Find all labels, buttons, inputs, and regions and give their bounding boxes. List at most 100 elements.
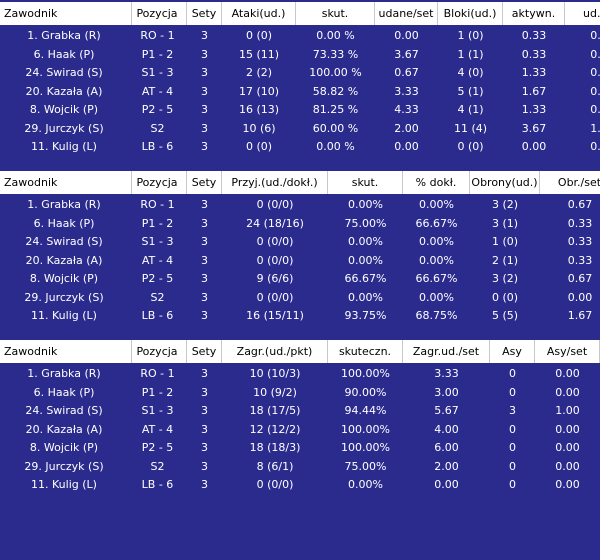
stat-cell: 0.00% (348, 290, 383, 304)
player-name: 11. Kulig (L) (31, 478, 97, 491)
stat-cell: 66.67% (415, 216, 458, 230)
column-header[interactable]: aktywn. (503, 2, 565, 25)
table-header (0, 2, 600, 25)
stat-cell: 100.00% (341, 441, 390, 454)
stat-cell: 66.67% (344, 272, 387, 285)
stat-cell: 5 (1) (457, 84, 484, 98)
stat-cell: 100.00% (341, 422, 390, 436)
player-name: 1. Grabka (R) (27, 29, 101, 42)
stat-cell: 0.00 (590, 29, 600, 42)
stat-cell: 24 (18/16) (246, 216, 304, 230)
stat-cell: 0.00 (555, 478, 580, 491)
stat-cell: 16 (13) (238, 103, 280, 116)
stat-cell: 0.00% (419, 235, 454, 248)
player-name: 20. Kazała (A) (25, 422, 103, 436)
player-name: 29. Jurczyk (S) (24, 121, 104, 135)
stat-cell: 0 (509, 422, 516, 436)
player-name: 24. Swirad (S) (25, 66, 103, 79)
column-header[interactable]: Obrony(ud.) (470, 171, 540, 194)
column-header[interactable]: ud./set (565, 2, 600, 25)
column-header[interactable]: Zagr.(ud./pkt) (222, 340, 328, 363)
stat-cell: 0 (0/0) (256, 290, 294, 304)
stat-cell: S1 - 3 (141, 66, 174, 79)
stat-cell: 75.00% (344, 216, 387, 230)
column-header[interactable]: Obr./set (540, 171, 600, 194)
player-name: 6. Haak (P) (33, 216, 95, 230)
stat-cell: 0.00% (419, 253, 454, 267)
stat-cell: 3 (201, 84, 208, 98)
stat-cell: 3 (201, 404, 208, 417)
stat-cell: LB - 6 (141, 140, 174, 153)
column-header[interactable]: Przyj.(ud./dokł.) (222, 171, 328, 194)
stat-cell: 0.67 (567, 198, 593, 211)
column-header[interactable]: Zawodnik (4, 340, 132, 363)
stat-cell: 68.75% (415, 309, 458, 322)
stat-cell: 1.67 (567, 309, 593, 322)
stat-cell: 1.67 (521, 84, 547, 98)
stat-cell: 3 (201, 216, 208, 230)
stat-cell: S2 (150, 121, 165, 135)
stat-cell: 0.00 (521, 140, 547, 153)
stat-cell: 17 (10) (238, 84, 280, 98)
column-header[interactable]: Sety (187, 171, 222, 194)
stat-cell: 75.00% (344, 459, 387, 473)
column-header[interactable]: Bloki(ud.) (438, 2, 503, 25)
player-name: 24. Swirad (S) (25, 235, 103, 248)
stat-cell: LB - 6 (141, 478, 174, 491)
stat-cell: 81.25 % (312, 103, 359, 116)
column-header[interactable]: Zawodnik (4, 171, 132, 194)
stat-cell: 0 (0) (245, 29, 273, 42)
stat-cell: 0.00 (394, 140, 419, 153)
stat-cell: 5.67 (434, 404, 459, 417)
stat-cell: S2 (150, 459, 165, 473)
column-header[interactable]: Zawodnik (4, 2, 132, 25)
column-header[interactable]: Asy/set (535, 340, 600, 363)
stat-cell: 0.00 (434, 478, 459, 491)
stat-cell: 0.67 (567, 272, 593, 285)
stat-cell: 94.44% (344, 404, 387, 417)
stat-cell: 0.00 (567, 290, 593, 304)
column-header[interactable]: skut. (296, 2, 375, 25)
player-name: 24. Swirad (S) (25, 404, 103, 417)
player-name: 8. Wojcik (P) (29, 103, 99, 116)
player-name: 8. Wojcik (P) (29, 441, 99, 454)
stat-cell: 0.33 (567, 216, 593, 230)
stat-cell: 3.33 (434, 367, 459, 380)
stat-cell: LB - 6 (141, 309, 174, 322)
stat-cell: 90.00% (344, 385, 387, 399)
column-header[interactable]: udane/set (375, 2, 438, 25)
stat-cell: 0 (509, 459, 516, 473)
stat-cell: AT - 4 (141, 422, 174, 436)
stat-cell: 0.67 (394, 66, 419, 79)
stat-cell: 0.00 (555, 422, 580, 436)
column-header[interactable]: Pozycja (128, 171, 187, 194)
column-header[interactable]: Pozycja (128, 340, 187, 363)
stat-cell: RO - 1 (140, 198, 175, 211)
column-header[interactable]: Zagr.ud./set (403, 340, 490, 363)
column-header[interactable]: Sety (187, 340, 222, 363)
stat-cell: 1 (0) (457, 29, 484, 42)
stat-cell: 1.33 (590, 121, 600, 135)
stat-cell: 3 (201, 47, 208, 61)
stat-cell: 0 (0/0) (256, 253, 294, 267)
column-header[interactable]: skut. (328, 171, 403, 194)
stat-cell: AT - 4 (141, 84, 174, 98)
column-header[interactable]: Asy (490, 340, 535, 363)
stat-cell: 10 (10/3) (249, 367, 301, 380)
stat-cell: 3 (201, 103, 208, 116)
column-header[interactable]: skuteczn. (328, 340, 403, 363)
stat-cell: 3 (1) (491, 216, 519, 230)
column-header[interactable]: % dokł. (403, 171, 470, 194)
stat-cell: 3 (201, 459, 208, 473)
stat-cell: 0.00 (555, 385, 580, 399)
column-header[interactable]: Sety (187, 2, 222, 25)
stat-cell: 0.33 (567, 235, 593, 248)
stat-cell: 93.75% (344, 309, 387, 322)
stat-cell: AT - 4 (141, 253, 174, 267)
column-header[interactable]: Ataki(ud.) (222, 2, 296, 25)
stat-cell: 0 (509, 478, 516, 491)
stat-cell: 6.00 (434, 441, 459, 454)
column-header[interactable]: Pozycja (128, 2, 187, 25)
stat-cell: S1 - 3 (141, 404, 174, 417)
stat-cell: 100.00 % (309, 66, 362, 79)
